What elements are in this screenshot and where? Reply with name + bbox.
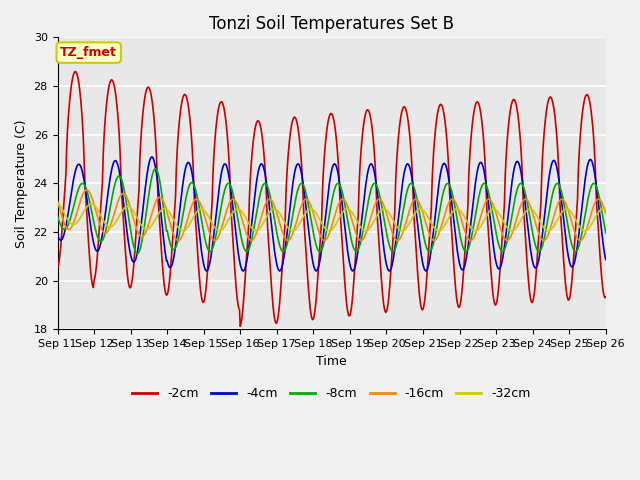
Title: Tonzi Soil Temperatures Set B: Tonzi Soil Temperatures Set B xyxy=(209,15,454,33)
Y-axis label: Soil Temperature (C): Soil Temperature (C) xyxy=(15,119,28,248)
Text: TZ_fmet: TZ_fmet xyxy=(60,46,117,59)
Legend: -2cm, -4cm, -8cm, -16cm, -32cm: -2cm, -4cm, -8cm, -16cm, -32cm xyxy=(127,382,536,405)
X-axis label: Time: Time xyxy=(316,355,347,368)
